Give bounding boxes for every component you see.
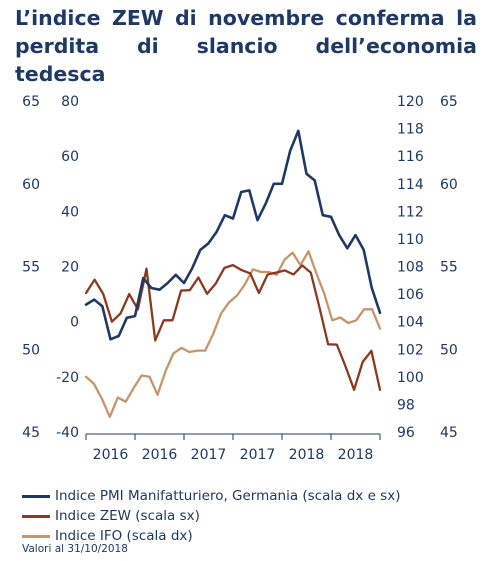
legend-label-zew: Indice ZEW (scala sx)	[55, 508, 200, 524]
y-tick-label-right-inner: 116	[397, 149, 424, 165]
x-tick-label: 2016	[93, 447, 129, 463]
y-tick-label-right-inner: 102	[397, 342, 424, 358]
x-tick-label: 2018	[338, 447, 374, 463]
legend-label-pmi: Indice PMI Manifatturiero, Germania (sca…	[55, 488, 401, 504]
y-tick-label-right-outer: 55	[440, 260, 458, 276]
y-tick-label-left-inner: 20	[61, 260, 79, 276]
legend-item-zew: Indice ZEW (scala sx)	[22, 506, 400, 526]
y-tick-label-right-inner: 100	[397, 370, 424, 386]
y-tick-label-right-inner: 106	[397, 287, 424, 303]
y-tick-label-right-inner: 96	[397, 425, 415, 441]
lines-group	[84, 129, 382, 418]
y-tick-label-left-inner: 40	[61, 204, 79, 220]
y-tick-label-right-inner: 110	[397, 232, 424, 248]
y-tick-label-right-inner: 98	[397, 397, 415, 413]
legend-swatch-zew	[22, 514, 50, 518]
y-tick-label-right-outer: 45	[440, 425, 458, 441]
y-tick-label-left-inner: 0	[70, 315, 79, 331]
legend-swatch-ifo	[22, 534, 50, 538]
axes-group: 65 60 55 50 45 80 60 40 20 0 -20 -40 120 118 116 114 112…	[22, 94, 458, 463]
y-tick-label-right-outer: 65	[440, 94, 458, 110]
chart-title: L’indice ZEW di novembre conferma la per…	[15, 6, 477, 86]
y-tick-label-right-inner: 120	[397, 94, 424, 110]
y-tick-label-left-inner: -40	[56, 425, 79, 441]
series-line-zew	[84, 263, 382, 391]
legend-item-ifo: Indice IFO (scala dx)	[22, 526, 400, 546]
y-tick-label-left-outer: 55	[22, 260, 40, 276]
y-tick-label-left-inner: 80	[61, 94, 79, 110]
y-tick-label-left-outer: 65	[22, 94, 40, 110]
y-tick-label-right-inner: 104	[397, 315, 424, 331]
x-tick-label: 2017	[191, 447, 227, 463]
y-tick-label-right-inner: 118	[397, 122, 424, 138]
x-tick-label: 2016	[142, 447, 178, 463]
y-tick-label-left-inner: 60	[61, 149, 79, 165]
footnote: Valori al 31/10/2018	[22, 543, 128, 555]
series-line-pmi	[84, 129, 382, 341]
y-tick-label-left-outer: 60	[22, 177, 40, 193]
legend-swatch-pmi	[22, 494, 50, 498]
legend-label-ifo: Indice IFO (scala dx)	[55, 528, 193, 544]
y-tick-label-right-outer: 50	[440, 342, 458, 358]
y-tick-label-left-inner: -20	[56, 370, 79, 386]
y-tick-label-left-outer: 45	[22, 425, 40, 441]
legend: Indice PMI Manifatturiero, Germania (sca…	[22, 486, 400, 546]
x-tick-label: 2018	[289, 447, 325, 463]
y-tick-label-left-outer: 50	[22, 342, 40, 358]
y-tick-label-right-inner: 114	[397, 177, 424, 193]
y-tick-label-right-outer: 60	[440, 177, 458, 193]
y-tick-label-right-inner: 108	[397, 260, 424, 276]
x-tick-label: 2017	[240, 447, 276, 463]
y-tick-label-right-inner: 112	[397, 204, 424, 220]
legend-item-pmi: Indice PMI Manifatturiero, Germania (sca…	[22, 486, 400, 506]
series-line-ifo	[84, 250, 382, 418]
